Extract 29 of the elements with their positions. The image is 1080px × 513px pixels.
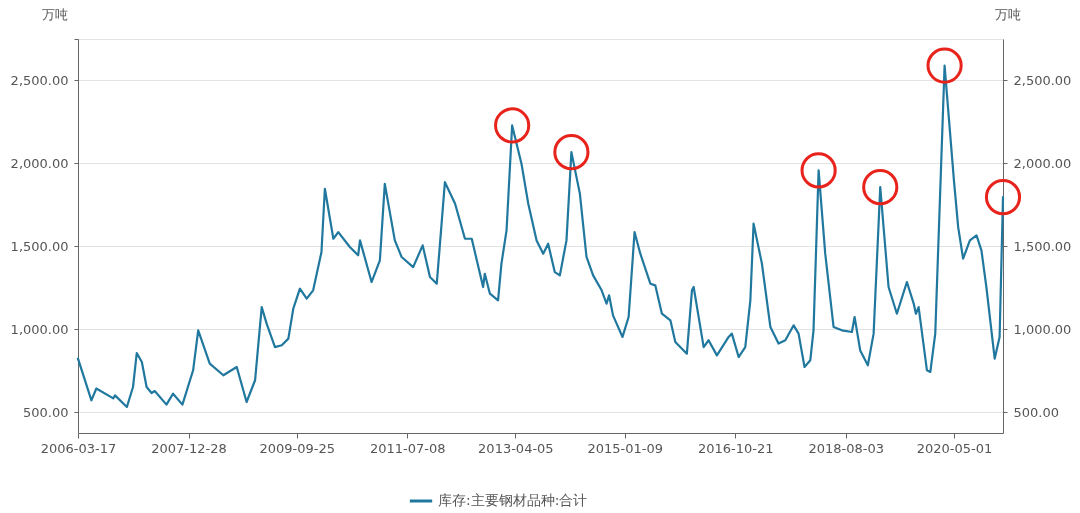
point	[494, 107, 531, 144]
x-tick-label: 2006-03-17	[40, 440, 117, 456]
y-tick-label: 2,500.00	[10, 72, 69, 88]
y2-tick-label: 1,000.00	[1013, 321, 1072, 337]
x-tick-label: 2009-09-25	[259, 440, 335, 456]
point	[553, 134, 590, 171]
x-tick-label: 2018-08-03	[808, 440, 885, 456]
y-tick-label: 500.00	[23, 404, 69, 420]
y2-tick-label: 2,000.00	[1013, 155, 1072, 171]
x-tick-label: 2016-10-21	[697, 440, 774, 456]
y2-tick-label: 500.00	[1013, 404, 1059, 420]
y-tick-label: 1,500.00	[10, 238, 69, 254]
y2-tick-label: 1,500.00	[1013, 238, 1072, 254]
line-series	[76, 64, 1005, 409]
point	[984, 179, 1022, 216]
y2-axis-title: 万吨	[994, 6, 1021, 22]
y-tick-label: 2,000.00	[10, 155, 69, 171]
point	[926, 47, 963, 84]
x-tick-label: 2015-01-09	[587, 440, 663, 456]
y2-tick-label: 2,500.00	[1013, 72, 1072, 88]
point	[800, 152, 837, 189]
x-tick-label: 2007-12-28	[151, 440, 227, 456]
point	[862, 169, 899, 206]
legend-label: 库存:主要钢材品种:合计	[438, 492, 588, 508]
x-tick-label: 2020-05-01	[916, 440, 993, 456]
x-tick-label: 2011-07-08	[369, 440, 446, 456]
y-tick-label: 1,000.00	[10, 321, 69, 337]
x-tick-label: 2013-04-05	[478, 440, 554, 456]
y-axis-title: 万吨	[41, 6, 68, 22]
